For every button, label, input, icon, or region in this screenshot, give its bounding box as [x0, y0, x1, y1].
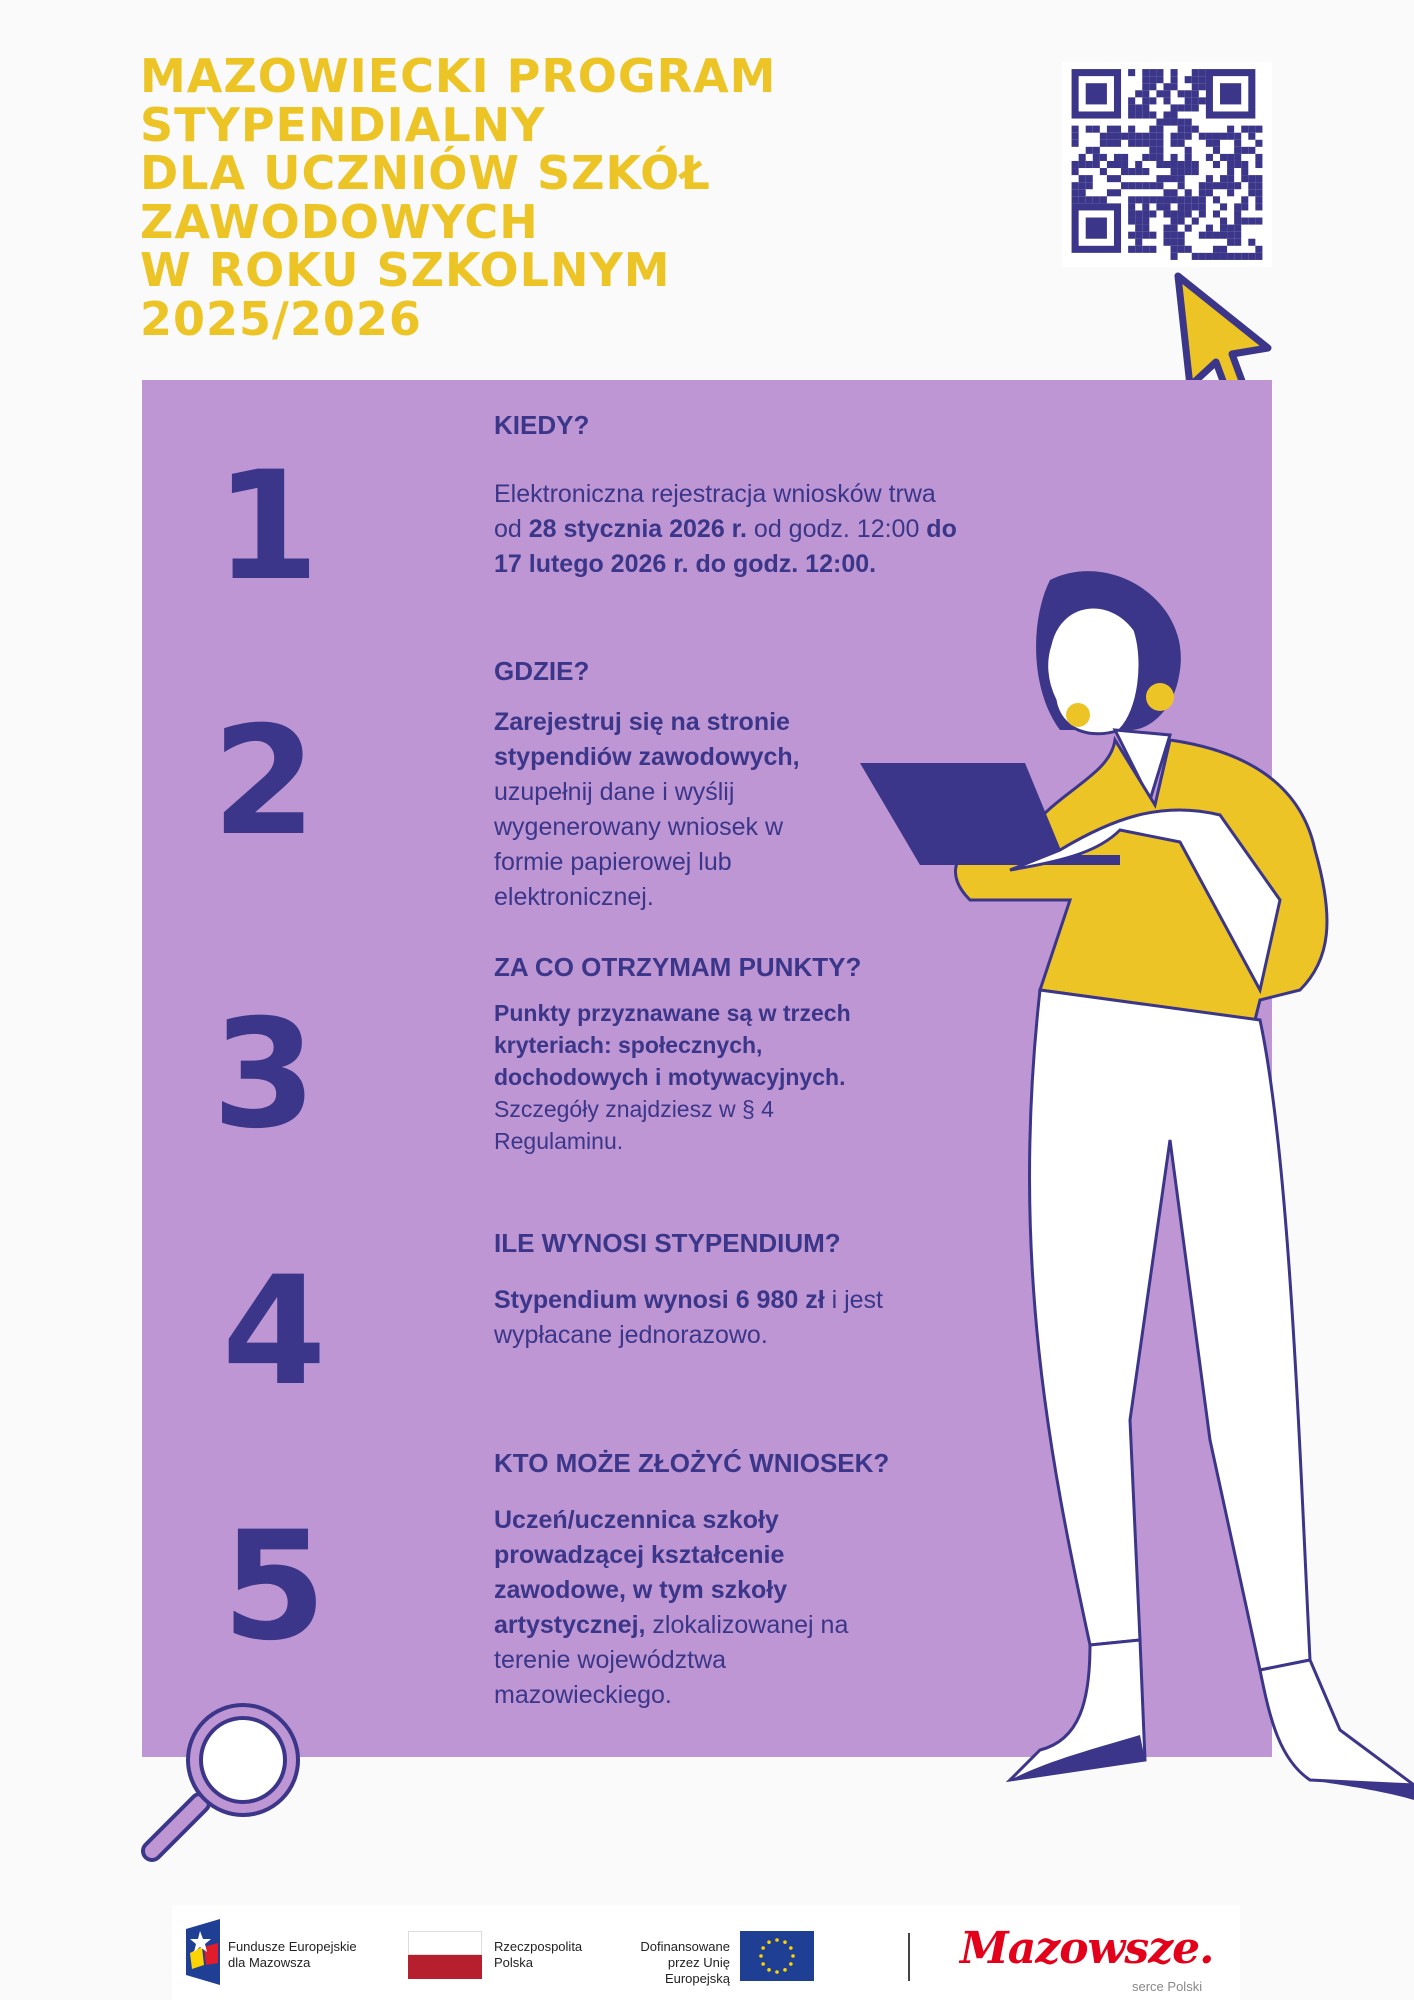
- body-text: i jest wypłacane jednorazowo.: [494, 1286, 884, 1349]
- polish-flag-red: [408, 1955, 482, 1979]
- magnifying-glass-icon: [141, 1703, 300, 1862]
- divider: [908, 1933, 910, 1981]
- qr-code[interactable]: [1062, 62, 1272, 267]
- section-stypendium: ILE WYNOSI STYPENDIUM? Stypendium wynosi…: [494, 1228, 894, 1353]
- step-number: 1: [215, 440, 320, 614]
- title-line: STYPENDIALNY: [140, 97, 546, 152]
- eu-label: Dofinansowane przez Unię Europejską: [640, 1939, 730, 1986]
- fe-logo-icon: [186, 1919, 220, 1985]
- section-gdzie: GDZIE? Zarejestruj się na stronie stypen…: [494, 656, 854, 915]
- rp-label: Rzeczpospolita Polska: [494, 1939, 583, 1970]
- polish-flag-white: [408, 1931, 482, 1955]
- title-line: ZAWODOWYCH: [140, 194, 539, 249]
- section-kiedy: KIEDY? Elektroniczna rejestracja wnioskó…: [494, 410, 964, 582]
- title-line: W ROKU SZKOLNYM: [140, 243, 671, 297]
- body-text: zlokalizowanej na terenie województwa ma…: [494, 1611, 849, 1709]
- woman-with-laptop-illustration: [860, 571, 1414, 1800]
- body-text: Elektroniczna rejestracja wniosków trwa …: [494, 480, 936, 543]
- section-heading: GDZIE?: [494, 656, 590, 686]
- title-line: MAZOWIECKI PROGRAM: [140, 49, 777, 103]
- body-text: uzupełnij dane i wyślij wygenerowany wni…: [494, 778, 784, 911]
- title-line: DLA UCZNIÓW SZKÓŁ: [140, 146, 711, 200]
- mazowsze-subtitle: serce Polski: [1132, 1979, 1203, 1994]
- section-heading: KIEDY?: [494, 410, 590, 440]
- mazowsze-logo: Mazowsze.: [960, 1923, 1214, 1974]
- funding-logos-footer: Fundusze Europejskie dla Mazowsza Rzeczp…: [172, 1905, 1240, 2000]
- poster-title: MAZOWIECKI PROGRAM STYPENDIALNY DLA UCZN…: [140, 52, 776, 343]
- section-heading: ZA CO OTRZYMAM PUNKTY?: [494, 952, 862, 982]
- section-heading: KTO MOŻE ZŁOŻYĆ WNIOSEK?: [494, 1448, 890, 1478]
- body-text: od godz. 12:00: [746, 515, 927, 543]
- section-body: Stypendium wynosi 6 980 zł i jest wypłac…: [494, 1283, 894, 1353]
- step-number: 4: [222, 1245, 327, 1419]
- section-body: Uczeń/uczennica szkoły prowadzącej kszta…: [494, 1503, 894, 1713]
- section-body: Punkty przyznawane są w trzech kryteriac…: [494, 997, 854, 1157]
- section-heading: ILE WYNOSI STYPENDIUM?: [494, 1228, 841, 1258]
- section-body: Elektroniczna rejestracja wniosków trwa …: [494, 477, 964, 582]
- section-punkty: ZA CO OTRZYMAM PUNKTY? Punkty przyznawan…: [494, 952, 862, 1157]
- body-text: Szczegóły znajdziesz w § 4 Regulaminu.: [494, 1096, 774, 1154]
- bold-text: Punkty przyznawane są w trzech kryteriac…: [494, 1000, 851, 1090]
- eu-flag-icon: [740, 1931, 814, 1981]
- bold-text: 28 stycznia 2026 r.: [528, 515, 747, 543]
- bold-text: Uczeń/uczennica szkoły prowadzącej kszta…: [494, 1506, 788, 1639]
- step-number: 2: [212, 695, 317, 869]
- step-number: 3: [212, 988, 317, 1162]
- bold-text: Stypendium wynosi 6 980 zł: [494, 1286, 825, 1314]
- section-kto: KTO MOŻE ZŁOŻYĆ WNIOSEK? Uczeń/uczennica…: [494, 1448, 894, 1713]
- bold-text: do 17 lutego 2026 r. do godz. 12:00.: [494, 515, 957, 578]
- section-body: Zarejestruj się na stronie stypendiów za…: [494, 705, 854, 915]
- bold-text: Zarejestruj się na stronie stypendiów za…: [494, 708, 800, 771]
- fe-label: Fundusze Europejskie dla Mazowsza: [228, 1939, 357, 1970]
- step-number: 5: [222, 1500, 327, 1674]
- title-line: 2025/2026: [140, 291, 422, 346]
